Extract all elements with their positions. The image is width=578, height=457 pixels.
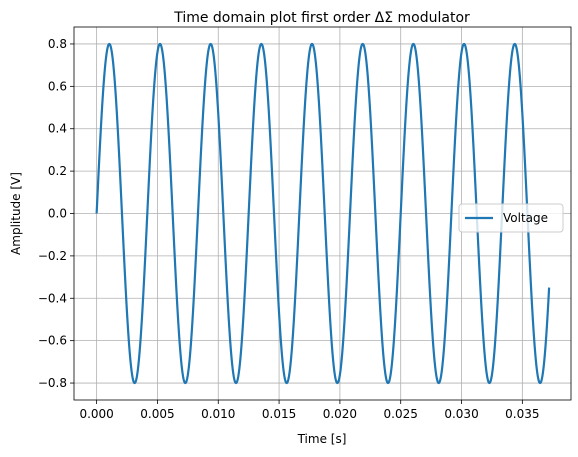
legend: Voltage — [458, 203, 564, 233]
x-tick-label: 0.010 — [201, 407, 235, 421]
x-tick-label: 0.000 — [79, 407, 113, 421]
x-tick-label: 0.035 — [505, 407, 539, 421]
y-tick-label: −0.4 — [38, 291, 67, 305]
y-tick-label: −0.8 — [38, 376, 67, 390]
y-tick-label: 0.6 — [48, 79, 67, 93]
y-tick-label: 0.0 — [48, 207, 67, 221]
chart-title: Time domain plot first order ΔΣ modulato… — [173, 10, 470, 26]
y-tick-label: −0.6 — [38, 334, 67, 348]
legend-box — [458, 203, 564, 233]
x-axis-label: Time [s] — [297, 432, 347, 446]
x-tick-label: 0.030 — [444, 407, 478, 421]
plot-series-layer — [95, 42, 551, 385]
x-tick-label: 0.005 — [140, 407, 174, 421]
x-axis: 0.000 0.005 0.010 0.015 0.020 0.025 0.030 0.035 — [79, 400, 540, 421]
series-line-voltage — [95, 42, 551, 385]
x-tick-label: 0.015 — [262, 407, 296, 421]
y-tick-label: 0.8 — [48, 37, 67, 51]
x-tick-label: 0.020 — [323, 407, 357, 421]
y-tick-label: 0.2 — [48, 164, 67, 178]
y-tick-label: 0.4 — [48, 122, 67, 136]
x-tick-label: 0.025 — [384, 407, 418, 421]
legend-label-voltage: Voltage — [503, 211, 548, 225]
y-axis-label: Amplitude [V] — [9, 172, 23, 255]
y-axis: −0.8 −0.6 −0.4 −0.2 0.0 0.2 0.4 0.6 0.8 — [38, 37, 74, 390]
y-tick-label: −0.2 — [38, 249, 67, 263]
